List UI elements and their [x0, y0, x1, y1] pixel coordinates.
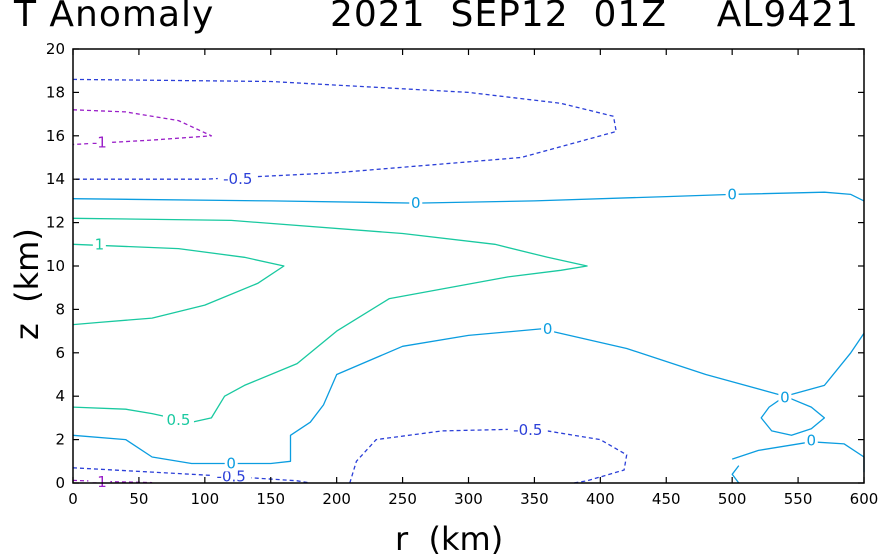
- y-axis-label: z (km): [8, 228, 46, 340]
- contour-line-level-neg0p5: [72, 78, 617, 180]
- contour-label: 0: [411, 194, 421, 212]
- x-tick-label: 500: [718, 490, 747, 508]
- x-tick-label: 300: [454, 490, 483, 508]
- x-tick-label: 550: [784, 490, 813, 508]
- x-axis-label: r (km): [395, 520, 504, 558]
- contour-line-level-1: [72, 243, 285, 326]
- contour-label: 0: [226, 454, 236, 472]
- contour-label-bg: [507, 421, 548, 438]
- y-tick-label: 6: [55, 344, 65, 362]
- x-tick-label: 200: [322, 490, 351, 508]
- contour-label-bg: [211, 468, 252, 485]
- y-tick-label: 18: [46, 83, 65, 101]
- contour-label-bg: [92, 236, 106, 253]
- contour-line-level-0p5: [72, 217, 588, 423]
- chart-title-left: T Anomaly: [14, 0, 215, 35]
- y-tick-label: 16: [46, 127, 65, 145]
- x-tick-label: 50: [129, 490, 148, 508]
- contour-label: 0: [806, 432, 816, 450]
- x-tick-label: 350: [520, 490, 549, 508]
- contour-label: -1: [92, 133, 107, 151]
- contour-label: 0: [543, 320, 553, 338]
- contour-label: -0.5: [223, 170, 252, 188]
- contour-label-bg: [217, 171, 258, 188]
- x-axis: 0 50 100 150 200 250 300 350 400 450 500 550 600: [68, 49, 878, 508]
- contour-label-bg: [88, 473, 111, 490]
- contour-label: 0: [727, 185, 737, 203]
- contour-label-bg: [162, 412, 194, 429]
- contour-label: -0.5: [217, 467, 246, 485]
- contour-line-level-0: [760, 395, 826, 436]
- contour-label-bg: [804, 432, 818, 449]
- contour-line-level-neg1: [72, 109, 213, 146]
- y-tick-label: 4: [55, 387, 65, 405]
- x-tick-label: 400: [586, 490, 615, 508]
- contour-line-level-0: [731, 465, 740, 484]
- contour-label: -0.5: [513, 421, 542, 439]
- x-tick-label: 450: [652, 490, 681, 508]
- y-tick-label: 0: [55, 474, 65, 492]
- y-tick-label: 2: [55, 431, 65, 449]
- y-tick-label: 8: [55, 300, 65, 318]
- contour-label: 1: [95, 235, 105, 253]
- contour-line-level-0: [731, 441, 865, 473]
- x-tick-label: 0: [68, 490, 78, 508]
- contour-label: -1: [92, 473, 107, 491]
- contour-label: 0: [780, 388, 790, 406]
- y-tick-label: 14: [46, 170, 65, 188]
- contour-label-bg: [409, 195, 423, 212]
- contour-line-level-0: [72, 191, 865, 204]
- contour-label-bg: [88, 134, 111, 151]
- contour-label-bg: [224, 455, 238, 472]
- y-tick-label: 20: [46, 40, 65, 58]
- contour-label-bg: [778, 389, 792, 406]
- x-tick-label: 250: [388, 490, 417, 508]
- contour-label-bg: [725, 186, 739, 203]
- x-tick-label: 100: [191, 490, 220, 508]
- contour-label-bg: [541, 320, 555, 337]
- x-tick-label: 600: [850, 490, 879, 508]
- x-tick-label: 150: [256, 490, 285, 508]
- contour-line-level-neg0p5: [72, 467, 311, 484]
- y-tick-label: 10: [46, 257, 65, 275]
- contour-line-level-neg0p5: [349, 428, 628, 484]
- contour-label: 0.5: [167, 411, 191, 429]
- y-tick-label: 12: [46, 214, 65, 232]
- chart-title-right: 2021 SEP12 01Z AL9421: [330, 0, 860, 35]
- contour-line-level-0: [72, 328, 865, 465]
